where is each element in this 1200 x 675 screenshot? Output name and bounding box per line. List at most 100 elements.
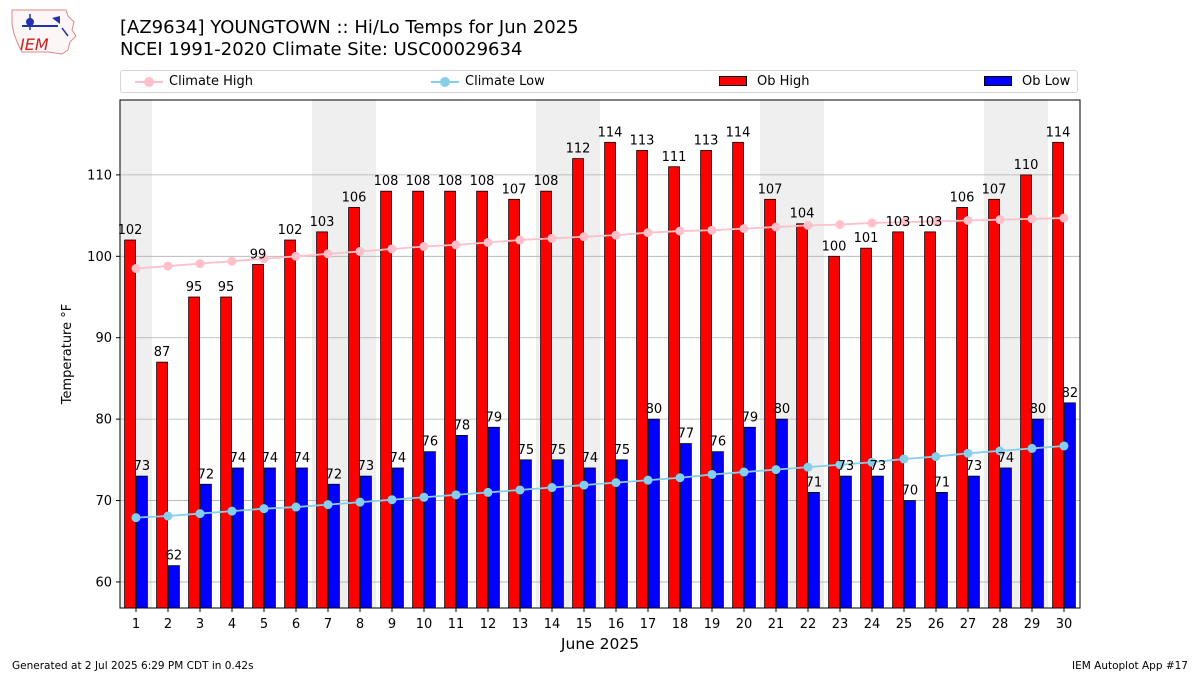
data-label-ob-high: 110 xyxy=(1014,158,1039,173)
data-label-ob-low: 73 xyxy=(134,459,151,474)
climate-low-point xyxy=(675,473,685,483)
data-label-ob-low: 76 xyxy=(422,435,439,450)
y-tick-label: 90 xyxy=(95,331,112,346)
climate-high-point xyxy=(291,251,301,261)
x-tick-label: 25 xyxy=(896,617,913,632)
data-label-ob-low: 75 xyxy=(550,443,567,458)
climate-low-point xyxy=(579,480,589,490)
x-tick-label: 4 xyxy=(228,617,236,632)
data-label-ob-high: 108 xyxy=(534,174,559,189)
bar-ob-low xyxy=(360,475,372,609)
data-label-ob-high: 108 xyxy=(374,174,399,189)
climate-high-point xyxy=(643,228,653,238)
bar-ob-low xyxy=(872,475,884,609)
bar-ob-low xyxy=(392,467,404,609)
climate-high-point xyxy=(579,232,589,242)
climate-high-point xyxy=(131,264,141,274)
climate-high-point xyxy=(387,244,397,254)
x-tick-label: 19 xyxy=(704,617,721,632)
y-tick-label: 80 xyxy=(95,413,112,428)
data-label-ob-low: 75 xyxy=(518,443,535,458)
climate-low-point xyxy=(1059,441,1069,451)
climate-high-point xyxy=(867,218,877,228)
x-tick-label: 12 xyxy=(480,617,497,632)
bar-ob-high xyxy=(284,239,296,609)
data-label-ob-high: 114 xyxy=(598,125,623,140)
data-label-ob-high: 114 xyxy=(726,125,751,140)
climate-low-point xyxy=(227,506,237,516)
bar-ob-low xyxy=(744,426,756,609)
bar-ob-high xyxy=(796,223,808,609)
x-tick-label: 9 xyxy=(388,617,396,632)
y-axis-label: Temperature °F xyxy=(60,304,75,405)
data-label-ob-high: 108 xyxy=(438,174,463,189)
climate-low-point xyxy=(483,487,493,497)
climate-low-point xyxy=(163,511,173,521)
climate-high-point xyxy=(163,261,173,271)
climate-high-point xyxy=(483,237,493,247)
x-tick-label: 27 xyxy=(960,617,977,632)
bar-ob-low xyxy=(168,565,180,609)
data-label-ob-low: 74 xyxy=(582,451,599,466)
climate-low-point xyxy=(707,469,717,479)
data-label-ob-high: 102 xyxy=(278,223,303,238)
data-label-ob-high: 107 xyxy=(758,182,783,197)
climate-high-point xyxy=(1027,214,1037,224)
bar-ob-high xyxy=(316,231,328,609)
climate-high-point xyxy=(899,217,909,227)
data-label-ob-low: 82 xyxy=(1062,386,1079,401)
climate-low-point xyxy=(643,475,653,485)
x-tick-label: 24 xyxy=(864,617,881,632)
data-label-ob-high: 111 xyxy=(662,150,687,165)
data-label-ob-low: 72 xyxy=(326,467,343,482)
bar-ob-low xyxy=(264,467,276,609)
data-label-ob-low: 75 xyxy=(614,443,631,458)
climate-low-point xyxy=(131,513,141,523)
bar-ob-high xyxy=(508,198,520,609)
climate-high-point xyxy=(195,259,205,269)
bar-ob-low xyxy=(936,491,948,609)
bar-ob-low xyxy=(552,459,564,609)
x-tick-label: 18 xyxy=(672,617,689,632)
climate-low-point xyxy=(995,446,1005,456)
bar-ob-low xyxy=(424,451,436,609)
iem-logo: IEM xyxy=(8,6,80,62)
bar-ob-high xyxy=(924,231,936,609)
climate-low-point xyxy=(611,478,621,488)
x-tick-label: 3 xyxy=(196,617,204,632)
data-label-ob-low: 73 xyxy=(358,459,375,474)
y-tick-label: 110 xyxy=(87,168,112,183)
data-label-ob-high: 103 xyxy=(886,215,911,230)
bar-ob-high xyxy=(476,190,488,609)
data-label-ob-high: 107 xyxy=(502,182,527,197)
chart-subtitle: NCEI 1991-2020 Climate Site: USC00029634 xyxy=(120,39,523,60)
bar-ob-low xyxy=(456,435,468,609)
climate-low-point xyxy=(515,485,525,495)
data-label-ob-high: 104 xyxy=(790,207,815,222)
climate-low-point xyxy=(963,448,973,458)
x-tick-label: 16 xyxy=(608,617,625,632)
data-label-ob-low: 74 xyxy=(998,451,1015,466)
climate-high-point xyxy=(931,216,941,226)
climate-high-line xyxy=(135,217,1065,270)
climate-low-point xyxy=(771,465,781,475)
climate-low-point xyxy=(291,502,301,512)
data-label-ob-low: 71 xyxy=(806,475,823,490)
data-label-ob-high: 95 xyxy=(218,280,235,295)
data-label-ob-low: 80 xyxy=(1030,402,1047,417)
data-label-ob-low: 73 xyxy=(838,459,855,474)
climate-high-point xyxy=(803,220,813,230)
data-label-ob-high: 113 xyxy=(694,133,719,148)
bar-ob-high xyxy=(252,264,264,609)
bar-ob-high xyxy=(412,190,424,609)
x-tick-label: 29 xyxy=(1024,617,1041,632)
x-tick-label: 28 xyxy=(992,617,1009,632)
bar-ob-high xyxy=(892,231,904,609)
y-tick-label: 100 xyxy=(87,250,112,265)
x-tick-label: 21 xyxy=(768,617,785,632)
climate-high-point xyxy=(771,222,781,232)
bar-ob-high xyxy=(156,361,168,609)
x-tick-label: 26 xyxy=(928,617,945,632)
data-label-ob-high: 108 xyxy=(406,174,431,189)
bar-ob-high xyxy=(828,255,840,609)
